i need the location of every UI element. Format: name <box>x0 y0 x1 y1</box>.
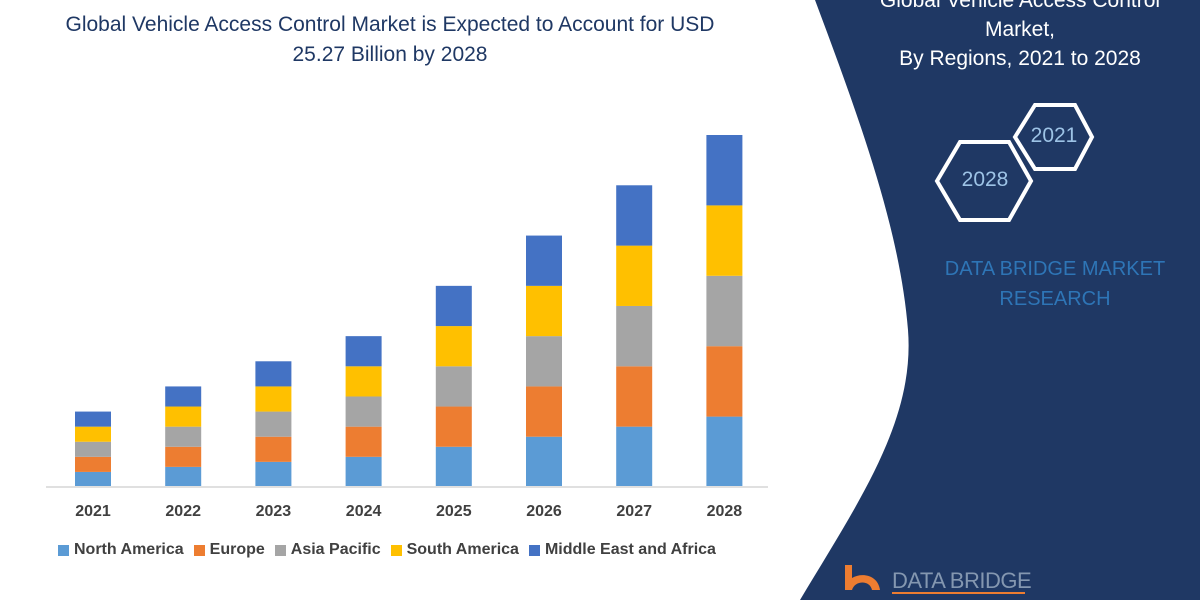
bar-2021-middle-east-and-africa <box>75 411 111 427</box>
bar-2028-europe <box>706 346 743 417</box>
side-panel-title: Global Vehicle Access Control Market, By… <box>840 0 1200 73</box>
bar-2027-middle-east-and-africa <box>616 185 653 246</box>
bar-2022-europe <box>165 446 202 467</box>
bar-2022-asia-pacific <box>165 426 202 447</box>
bar-2026-europe <box>526 386 562 437</box>
hex-label-2028: 2028 <box>961 168 1009 191</box>
x-tick-label: 2026 <box>526 503 562 520</box>
legend-swatch <box>58 544 69 556</box>
bar-2025-asia-pacific <box>435 366 472 407</box>
bar-2027-south-america <box>616 245 653 306</box>
bar-2025-north-america <box>435 446 472 487</box>
bar-2024-middle-east-and-africa <box>345 336 382 367</box>
bar-2024-europe <box>345 426 382 457</box>
legend-item: North America <box>58 541 184 559</box>
bar-2023-north-america <box>255 461 292 487</box>
bar-2023-middle-east-and-africa <box>255 361 292 387</box>
bar-2027-europe <box>616 366 653 427</box>
bar-2022-north-america <box>165 466 202 487</box>
bar-2028-middle-east-and-africa <box>706 135 743 206</box>
hexagon-2028 <box>934 140 1034 222</box>
bar-2021-south-america <box>75 426 111 442</box>
x-tick-label: 2024 <box>345 503 382 520</box>
x-tick-label: 2028 <box>706 503 743 520</box>
bar-2023-asia-pacific <box>255 411 292 437</box>
side-title-line: Market, <box>984 18 1055 41</box>
bar-2027-asia-pacific <box>616 305 653 367</box>
bar-2025-middle-east-and-africa <box>435 285 472 327</box>
legend-item: South America <box>390 541 519 559</box>
bar-2021-north-america <box>75 471 111 487</box>
bar-2027-north-america <box>616 426 653 487</box>
bar-2021-europe <box>75 456 111 472</box>
bar-2028-north-america <box>706 416 743 487</box>
legend-label: Middle East and Africa <box>544 541 716 558</box>
side-title-line: By Regions, 2021 to 2028 <box>899 47 1141 70</box>
bar-2026-north-america <box>526 436 562 487</box>
bar-2024-north-america <box>345 456 382 487</box>
x-tick-label: 2025 <box>436 503 472 520</box>
side-title-line: Global Vehicle Access Control <box>879 0 1161 12</box>
legend-label: North America <box>74 541 184 558</box>
bar-2026-south-america <box>526 285 562 337</box>
bar-2028-south-america <box>706 205 743 276</box>
legend: North America Europe Asia Pacific South Ame… <box>58 541 716 559</box>
bar-2025-south-america <box>435 326 472 367</box>
bar-2024-asia-pacific <box>345 396 382 427</box>
brand-text: DATA BRIDGE MARKET RESEARCH <box>944 258 1166 310</box>
chart-title: Global Vehicle Access Control Market is … <box>65 13 715 66</box>
legend-label: South America <box>406 541 519 558</box>
bar-2022-south-america <box>165 406 202 427</box>
bar-2022-middle-east-and-africa <box>165 386 202 407</box>
bar-2028-asia-pacific <box>706 275 743 347</box>
hexagon-2021 <box>1012 103 1095 171</box>
side-panel <box>800 0 1200 600</box>
bar-2026-asia-pacific <box>526 336 562 387</box>
x-tick-label: 2021 <box>75 503 111 520</box>
bar-2024-south-america <box>345 366 382 397</box>
logo-icon <box>845 565 880 590</box>
legend-swatch <box>193 544 205 556</box>
legend-swatch <box>528 544 540 556</box>
logo-text: DATA BRIDGE <box>892 568 1032 593</box>
legend-label: Asia Pacific <box>290 541 381 558</box>
bar-2025-europe <box>435 406 472 447</box>
legend-swatch <box>274 544 286 556</box>
bar-2023-europe <box>255 436 292 462</box>
bar-2021-asia-pacific <box>75 441 111 457</box>
legend-item: Middle East and Africa <box>528 541 716 559</box>
x-tick-label: 2027 <box>616 503 652 520</box>
legend-item: Asia Pacific <box>274 541 381 559</box>
legend-swatch <box>390 544 402 556</box>
plot-area <box>75 135 743 487</box>
legend-item: Europe <box>193 541 265 559</box>
x-tick-label: 2022 <box>165 503 201 520</box>
bar-2023-south-america <box>255 386 292 412</box>
bar-2026-middle-east-and-africa <box>526 235 562 286</box>
x-tick-label: 2023 <box>255 503 292 520</box>
legend-label: Europe <box>209 541 265 558</box>
hex-label-2021: 2021 <box>1030 124 1078 147</box>
